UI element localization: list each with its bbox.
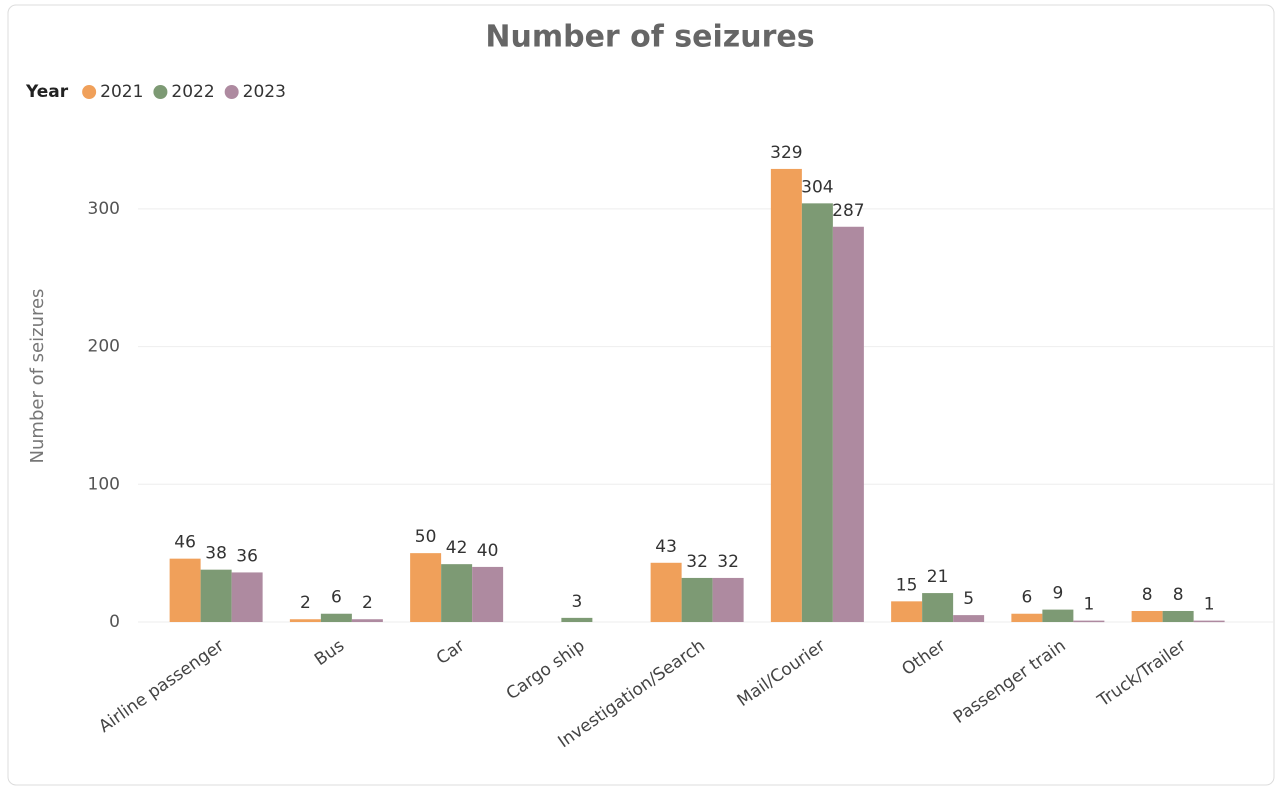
data-label: 9 (1052, 584, 1063, 604)
legend-label: 2023 (243, 82, 286, 102)
data-label: 304 (801, 177, 833, 197)
y-axis-title: Number of seizures (27, 289, 48, 464)
bar (650, 562, 682, 622)
data-label: 3 (571, 592, 582, 612)
bar (681, 577, 713, 622)
bar (320, 613, 352, 622)
bar (953, 615, 985, 622)
data-label: 8 (1173, 585, 1184, 605)
bar (410, 553, 442, 622)
data-label: 50 (415, 527, 437, 547)
data-label: 329 (770, 143, 802, 163)
y-tick-label: 300 (88, 199, 120, 219)
chart-title: Number of seizures (485, 20, 814, 55)
data-label: 1 (1083, 595, 1094, 615)
bar (561, 617, 593, 622)
bar (1131, 610, 1163, 622)
data-label: 32 (717, 552, 739, 572)
bar (1073, 620, 1105, 623)
bar (1193, 620, 1225, 623)
bar (770, 168, 802, 623)
bar (289, 619, 321, 622)
y-tick-label: 100 (88, 474, 120, 494)
legend-label: 2021 (100, 82, 143, 102)
data-label: 15 (896, 575, 918, 595)
bar (801, 203, 833, 622)
data-label: 2 (362, 593, 373, 613)
data-label: 36 (236, 546, 258, 566)
bar (441, 564, 473, 622)
bar (1042, 609, 1074, 622)
y-tick-label: 0 (109, 612, 120, 632)
bar (922, 593, 954, 622)
data-label: 46 (174, 533, 196, 553)
bar (472, 566, 504, 622)
card (7, 4, 1275, 786)
data-label: 6 (1021, 588, 1032, 608)
data-label: 21 (927, 567, 949, 587)
bar (351, 619, 383, 622)
data-label: 1 (1204, 595, 1215, 615)
legend-title: Year (25, 82, 69, 102)
data-label: 5 (963, 589, 974, 609)
bar (1011, 613, 1043, 622)
data-label: 2 (300, 593, 311, 613)
legend: Year 2021 2022 2023 (25, 82, 286, 102)
bar (200, 569, 232, 622)
legend-label: 2022 (171, 82, 214, 102)
y-tick-label: 200 (88, 337, 120, 357)
data-label: 40 (477, 541, 499, 561)
bar (712, 577, 744, 622)
legend-swatch (153, 85, 168, 99)
data-label: 287 (832, 201, 864, 221)
data-label: 32 (686, 552, 708, 572)
data-label: 8 (1142, 585, 1153, 605)
bar (169, 558, 201, 622)
legend-swatch (224, 85, 239, 99)
bar (1162, 610, 1194, 622)
legend-swatch (82, 85, 97, 99)
data-label: 38 (205, 544, 227, 564)
bar (891, 601, 923, 622)
data-label: 42 (446, 538, 468, 558)
data-label: 6 (331, 588, 342, 608)
data-label: 43 (655, 537, 677, 557)
bar (832, 226, 864, 622)
bar (231, 572, 263, 622)
